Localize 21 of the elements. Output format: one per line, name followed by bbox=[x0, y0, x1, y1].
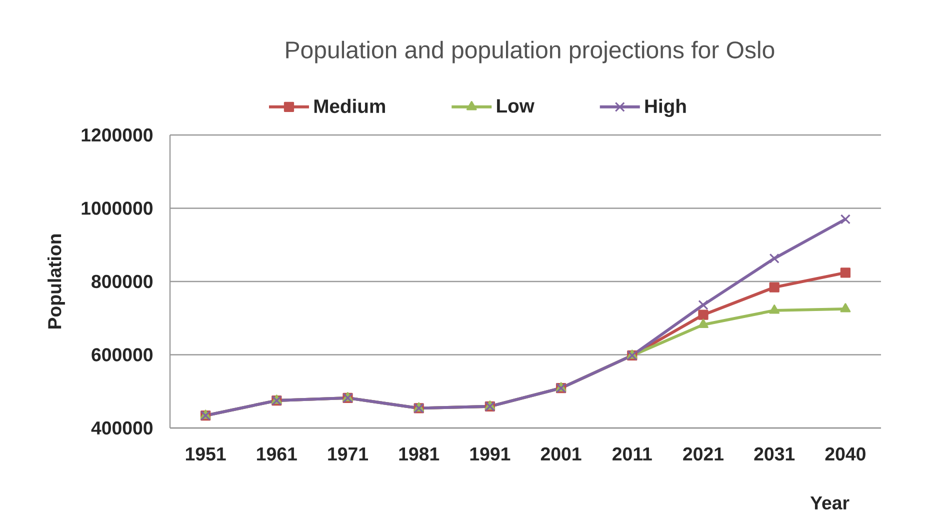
x-tick-label: 2040 bbox=[825, 447, 866, 461]
y-tick-label: 400000 bbox=[91, 421, 153, 435]
legend-label: High bbox=[645, 98, 686, 117]
x-tick-label: 2011 bbox=[612, 447, 652, 461]
y-axis-title: Population bbox=[48, 234, 65, 328]
x-tick-label: 2031 bbox=[754, 447, 795, 461]
legend-label: Medium bbox=[314, 98, 385, 114]
y-tick-label: 1000000 bbox=[82, 202, 153, 215]
x-tick-label: 1971 bbox=[328, 447, 368, 461]
x-tick-label: 1991 bbox=[470, 447, 510, 461]
chart-title: Population and population projections for Oslo bbox=[286, 40, 774, 64]
x-axis-title: Year bbox=[810, 496, 850, 510]
x-tick-label: 2001 bbox=[540, 447, 582, 461]
legend-label: Low bbox=[497, 99, 534, 113]
y-tick-label: 800000 bbox=[92, 274, 153, 288]
y-tick-label: 600000 bbox=[92, 348, 153, 362]
x-tick-label: 1961 bbox=[257, 447, 297, 461]
x-tick-label: 2021 bbox=[683, 447, 724, 461]
x-tick-label: 1981 bbox=[399, 447, 440, 461]
y-tick-label: 1200000 bbox=[82, 128, 153, 142]
x-tick-label: 1951 bbox=[186, 447, 226, 461]
